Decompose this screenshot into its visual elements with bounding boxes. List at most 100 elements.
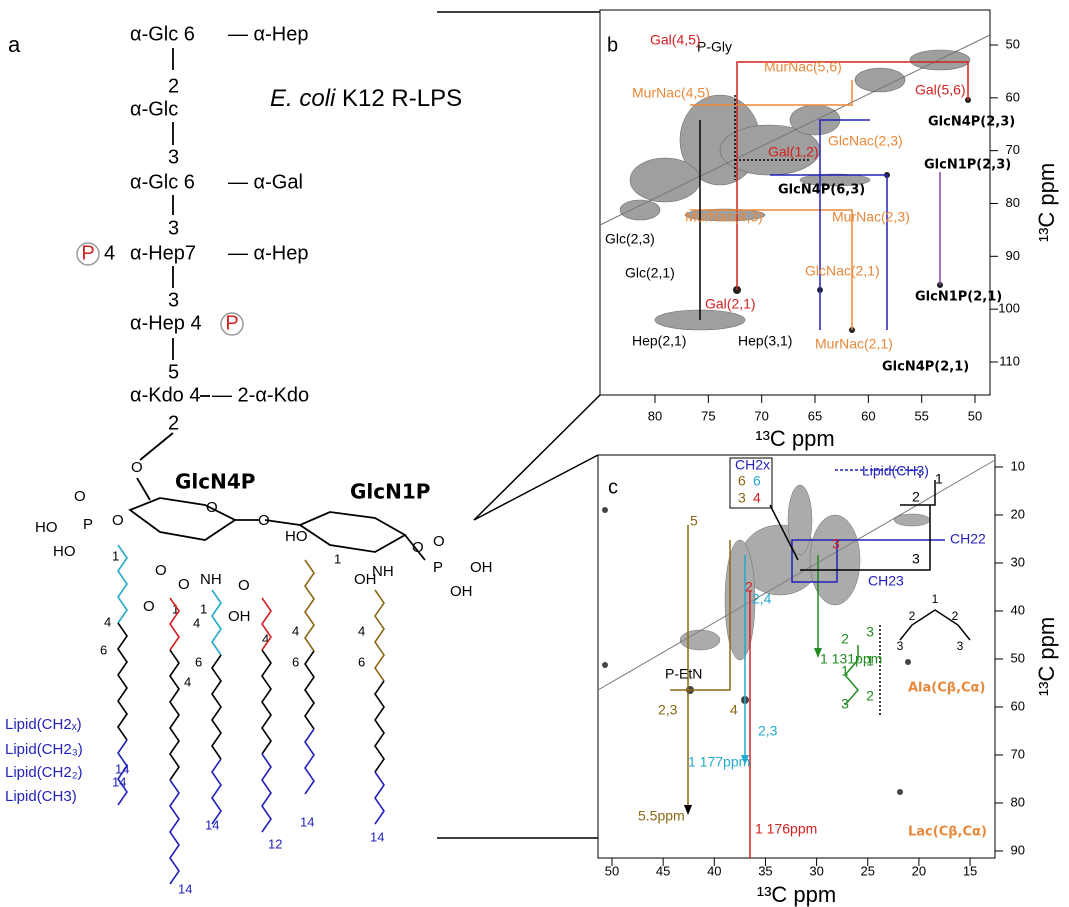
carbon-number: 1 [334, 551, 341, 566]
peak-label: GlcNac(2,1) [805, 263, 880, 279]
x-tick-label: 15 [963, 863, 977, 878]
acyl-chain [212, 759, 221, 824]
y-tick-label: 50 [1006, 36, 1020, 51]
peak-label: Gal(1,2) [768, 144, 819, 160]
peak-label: MurNac(4,5) [632, 85, 710, 101]
panel-label: c [608, 476, 618, 498]
sugar-label: α-Kdo 4 [130, 384, 201, 406]
acyl-chain [170, 650, 179, 780]
y-tick-label: 70 [1006, 142, 1020, 157]
zigzag-label: 2 [866, 688, 874, 704]
chain-end: 14 [112, 774, 126, 789]
zigzag-label: 1 [866, 653, 874, 669]
peak-label: GlcN1P(2,1) [915, 290, 1002, 305]
atom-label: O [433, 533, 445, 550]
carbon-number: 1 [112, 548, 119, 563]
chain-end: 14 [205, 817, 219, 832]
lipid-legend: Lipid(CH2₂) [5, 764, 83, 781]
acyl-chain [375, 590, 384, 681]
peak-label: Gal(5,6) [915, 82, 966, 98]
acyl-chain [262, 754, 271, 832]
peak-label: P-Gly [697, 39, 732, 55]
sugar-label: 2 [168, 412, 179, 434]
spectrum-c [598, 455, 995, 858]
lipid-legend: Lipid(CH3) [5, 788, 77, 805]
atom-label: O [74, 488, 86, 505]
atom-label: O [143, 598, 155, 615]
sugar-label: 3 [168, 146, 179, 168]
carbon-number: 4 [292, 623, 299, 638]
lipid-legend: Lipid(CH2₃) [5, 741, 83, 758]
title-rest: K12 R-LPS [335, 85, 462, 112]
atom-label: O [206, 499, 218, 516]
y-tick-label: 90 [1011, 842, 1025, 857]
acyl-chain [118, 623, 127, 740]
peak-label: CH23 [868, 573, 904, 589]
y-tick-label: 40 [1011, 602, 1025, 617]
carbon-number: 4 [184, 674, 191, 689]
y-tick-label: 60 [1011, 698, 1025, 713]
carbon-number: 4 [358, 623, 365, 638]
peak-label: Hep(2,1) [632, 333, 686, 349]
chain-end: 14 [115, 761, 129, 776]
x-tick-label: 70 [754, 408, 768, 423]
peak-label: 3 [912, 551, 920, 567]
peak-label: 6 [738, 473, 746, 489]
carbon-number: 6 [292, 654, 299, 669]
acyl-chain [170, 780, 179, 884]
atom-label: HO [53, 543, 76, 560]
peak-label: 4 [730, 702, 738, 718]
sugar-label: α-Hep 4 [130, 312, 202, 334]
peak-label: MurNac(4,3) [685, 209, 763, 225]
sugar-label: 4 [104, 242, 115, 264]
y-axis-label: ¹³C ppm [1034, 163, 1059, 242]
atom-label: HO [35, 519, 58, 536]
propyl-label: 2 [952, 609, 959, 623]
peak-label: Lac(Cβ,Cα) [908, 825, 987, 840]
peak-label: CH2x [735, 457, 770, 473]
atom-label: P [83, 516, 93, 533]
carbon-number: 6 [358, 654, 365, 669]
residue-label: GlcN1P [350, 480, 430, 504]
x-tick-label: 35 [758, 863, 772, 878]
chain-end: 14 [300, 814, 314, 829]
sugar-label: α-Hep7 [130, 242, 196, 264]
peak-label: GlcN1P(2,3) [924, 158, 1011, 173]
atom-label: O [412, 539, 424, 556]
y-tick-label: 50 [1011, 650, 1025, 665]
panel-title: E. coli K12 R-LPS [270, 85, 462, 112]
peak-label: 5.5ppm [638, 808, 685, 824]
atom-label: NH [200, 571, 222, 588]
peak-label: 5 [690, 513, 698, 529]
x-tick-label: 75 [701, 408, 715, 423]
peak-label: 1 176ppm [755, 821, 817, 837]
chain-end: 14 [178, 881, 192, 896]
peak-label: 1 177ppm [688, 754, 750, 770]
sugar-label: — α-Gal [228, 171, 303, 193]
atom-label: OH [228, 608, 251, 625]
atom-label: OH [354, 571, 377, 588]
peak-label: Ala(Cβ,Cα) [908, 681, 985, 696]
sugar-label: — α-Hep [228, 242, 308, 264]
y-axis-label: ¹³C ppm [1034, 617, 1059, 696]
acyl-chain [118, 545, 127, 623]
peak-label: 1 [935, 471, 943, 487]
peak-label: MurNac(2,1) [815, 336, 893, 352]
peak-label: GlcN4P(2,1) [882, 360, 969, 375]
sugar-label: — α-Hep [228, 23, 308, 45]
carbon-number: 1 [200, 601, 207, 616]
propyl-label: 2 [909, 609, 916, 623]
peak-label: Gal(2,1) [705, 296, 756, 312]
peak-label: GlcN4P(6,3) [778, 183, 865, 198]
x-tick-label: 80 [648, 408, 662, 423]
sugar-label: α-Glc [130, 98, 178, 120]
x-tick-label: 30 [809, 863, 823, 878]
acyl-chain [305, 651, 314, 729]
sugar-label: P [225, 312, 238, 334]
carbon-number: 6 [100, 642, 107, 657]
peak-label: 2,3 [758, 723, 778, 739]
y-tick-label: 90 [1006, 248, 1020, 263]
peak-label: MurNac(5,6) [764, 59, 842, 75]
y-tick-label: 110 [999, 353, 1020, 368]
y-tick-label: 80 [1011, 794, 1025, 809]
